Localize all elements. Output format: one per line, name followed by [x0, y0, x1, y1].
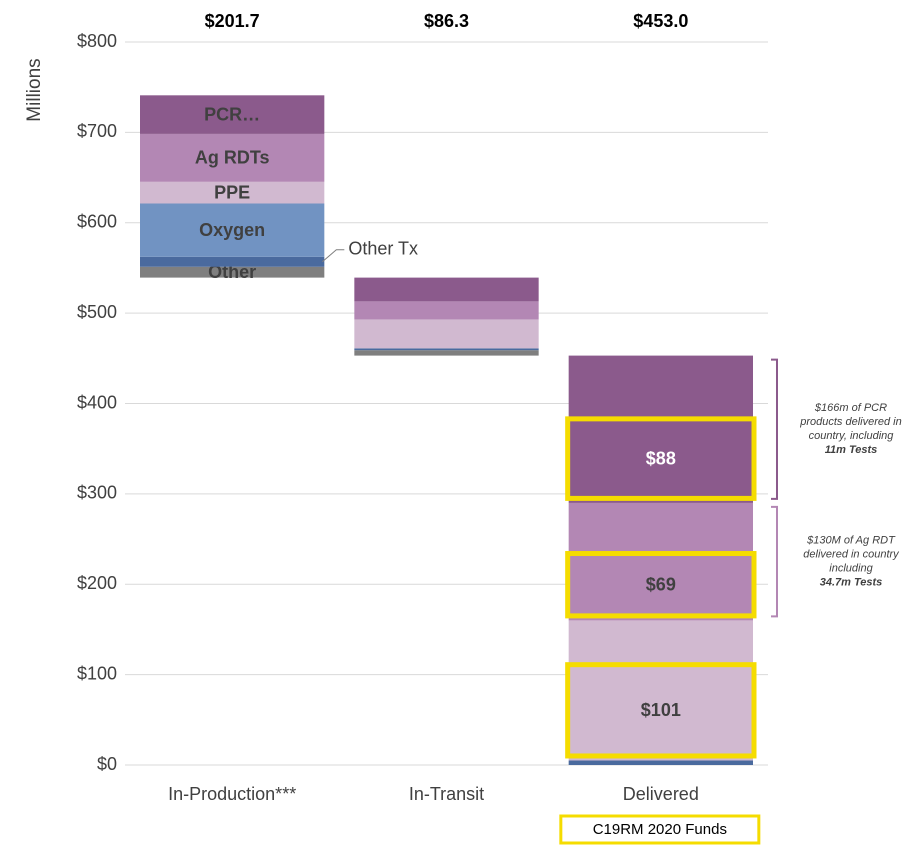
y-tick-label: $600	[77, 212, 117, 232]
highlight-legend-label: C19RM 2020 Funds	[593, 821, 727, 838]
brace-note: $130M of Ag RDT	[806, 535, 896, 547]
x-tick-label: In-Transit	[409, 784, 484, 804]
callout-label: Other Tx	[348, 239, 418, 259]
y-tick-label: $0	[97, 754, 117, 774]
bar-segment	[354, 350, 539, 356]
column-total: $86.3	[424, 11, 469, 31]
x-tick-label: Delivered	[623, 784, 699, 804]
y-tick-label: $100	[77, 663, 117, 683]
brace-note: $166m of PCR	[814, 402, 887, 414]
x-tick-label: In-Production***	[168, 784, 296, 804]
y-tick-label: $800	[77, 31, 117, 51]
highlight-box	[565, 551, 757, 619]
highlight-label: $88	[646, 448, 676, 468]
bar-segment	[140, 266, 325, 278]
bar-segment	[568, 760, 753, 765]
y-axis-label: Millions	[24, 58, 45, 121]
bar-segment	[140, 256, 325, 267]
highlight-label: $101	[641, 700, 681, 720]
bar-segment	[568, 620, 753, 761]
column-total: $201.7	[205, 11, 260, 31]
segment-label: Other	[208, 262, 256, 282]
y-tick-label: $200	[77, 573, 117, 593]
column-total: $453.0	[633, 11, 688, 31]
callout-line	[322, 249, 345, 263]
brace-note: delivered in country	[803, 549, 900, 561]
highlight-label: $69	[646, 574, 676, 594]
y-tick-label: $700	[77, 121, 117, 141]
highlight-legend-box	[559, 814, 761, 845]
segment-label: PCR…	[204, 104, 260, 124]
brace-note: 11m Tests	[825, 444, 878, 456]
y-tick-label: $500	[77, 302, 117, 322]
bar-segment	[140, 133, 325, 182]
brace-note: 34.7m Tests	[820, 577, 883, 589]
bar-segment	[568, 355, 753, 503]
bar-segment	[354, 301, 539, 320]
brace-note: including	[829, 563, 873, 575]
brace-note: country, including	[809, 430, 895, 442]
bar-segment	[140, 181, 325, 204]
brace	[770, 505, 778, 618]
y-tick-label: $300	[77, 483, 117, 503]
segment-label: PPE	[214, 182, 250, 202]
highlight-box	[565, 662, 757, 759]
bar-segment	[140, 203, 325, 257]
y-tick-label: $400	[77, 392, 117, 412]
brace	[770, 358, 778, 500]
segment-label: Ag RDTs	[195, 148, 270, 168]
bar-segment	[140, 95, 325, 134]
highlight-box	[565, 416, 757, 501]
bar-segment	[568, 502, 753, 621]
segment-label: Oxygen	[199, 220, 265, 240]
bar-segment	[354, 277, 539, 302]
brace-note: products delivered in	[799, 416, 902, 428]
bar-segment	[354, 348, 539, 351]
bar-segment	[354, 319, 539, 349]
